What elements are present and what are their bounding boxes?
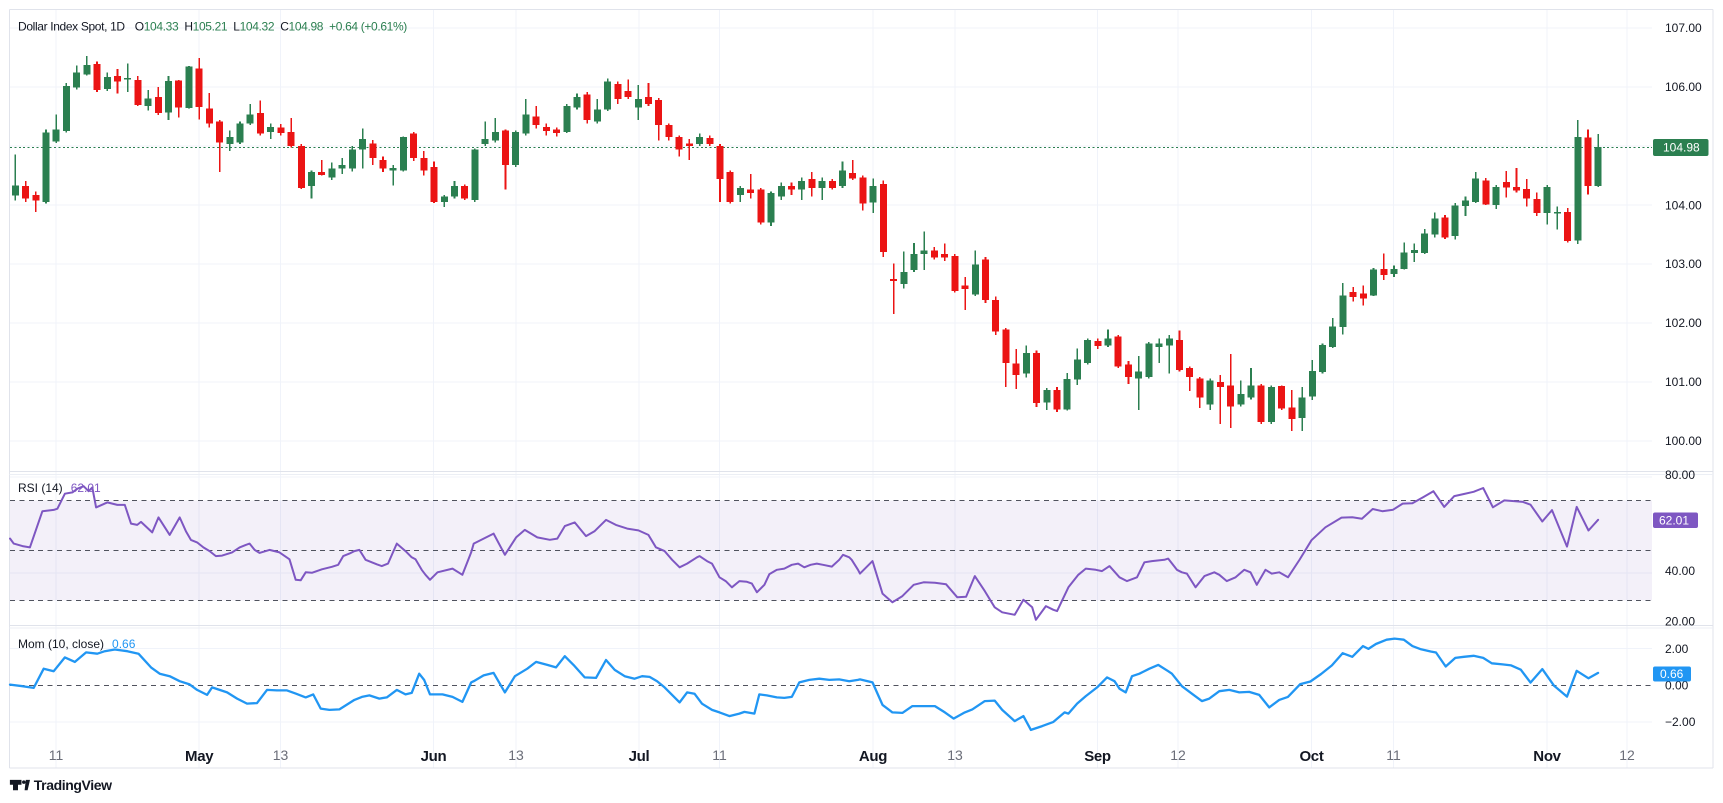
svg-text:100.00: 100.00 xyxy=(1665,434,1702,448)
svg-text:62.01: 62.01 xyxy=(1659,513,1689,527)
svg-text:12: 12 xyxy=(1619,747,1635,763)
svg-text:RSI (14)62.01: RSI (14) 62.01 xyxy=(18,481,101,495)
svg-text:11: 11 xyxy=(1386,747,1401,763)
svg-text:Sep: Sep xyxy=(1084,748,1111,765)
svg-text:101.00: 101.00 xyxy=(1665,375,1702,389)
svg-text:11: 11 xyxy=(49,747,64,763)
svg-text:107.00: 107.00 xyxy=(1665,21,1702,35)
svg-text:Nov: Nov xyxy=(1533,748,1561,765)
svg-text:20.00: 20.00 xyxy=(1665,615,1695,629)
svg-text:Aug: Aug xyxy=(859,748,887,765)
svg-text:104.00: 104.00 xyxy=(1665,199,1702,213)
svg-text:102.00: 102.00 xyxy=(1665,316,1702,330)
svg-text:12: 12 xyxy=(1170,747,1186,763)
svg-text:106.00: 106.00 xyxy=(1665,80,1702,94)
svg-text:−2.00: −2.00 xyxy=(1665,715,1696,729)
svg-text:Jun: Jun xyxy=(421,748,447,765)
svg-text:13: 13 xyxy=(508,747,524,763)
svg-text:Mom (10, close)0.66: Mom (10, close) 0.66 xyxy=(18,637,136,651)
svg-text:13: 13 xyxy=(273,747,289,763)
svg-text:TradingView: TradingView xyxy=(34,777,112,793)
svg-text:0.66: 0.66 xyxy=(1660,667,1684,681)
svg-text:80.00: 80.00 xyxy=(1665,468,1695,482)
svg-text:40.00: 40.00 xyxy=(1665,564,1695,578)
svg-text:11: 11 xyxy=(712,747,727,763)
svg-text:Oct: Oct xyxy=(1299,748,1323,765)
svg-text:104.98: 104.98 xyxy=(1663,141,1700,155)
svg-text:0.00: 0.00 xyxy=(1665,678,1689,692)
svg-text:May: May xyxy=(185,748,214,765)
svg-text:13: 13 xyxy=(947,747,963,763)
svg-text:Jul: Jul xyxy=(629,748,650,765)
svg-text:103.00: 103.00 xyxy=(1665,257,1702,271)
svg-text:2.00: 2.00 xyxy=(1665,642,1689,656)
